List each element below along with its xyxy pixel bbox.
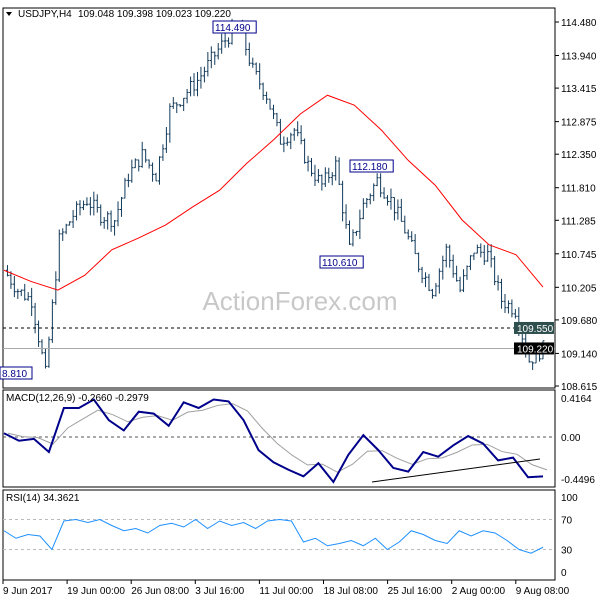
rsi-tick-label: 30 xyxy=(561,546,573,557)
level-label: 109.550 xyxy=(517,324,554,335)
current-price-box xyxy=(514,342,554,355)
price-tick-label: 111.810 xyxy=(561,184,596,195)
time-tick-label: 9 Aug 08:00 xyxy=(516,586,570,597)
ohlc-readout: 109.048 109.398 109.023 109.220 xyxy=(78,9,231,20)
price-annotation: 114.490 xyxy=(215,23,251,34)
price-tick-label: 114.480 xyxy=(561,18,597,29)
price-annotation-box xyxy=(0,366,33,380)
time-tick-label: 2 Aug 00:00 xyxy=(452,586,506,597)
time-tick-label: 26 Jun 08:00 xyxy=(131,586,189,597)
price-tick-label: 111.285 xyxy=(561,216,596,227)
rsi-label: RSI(14) 34.3621 xyxy=(6,493,80,504)
price-tick-label: 112.350 xyxy=(561,150,597,161)
rsi-tick-label: 70 xyxy=(561,516,573,527)
macd-tick-label: -0.4496 xyxy=(561,475,595,486)
macd-trendline xyxy=(371,458,541,483)
current-price-label: 109.220 xyxy=(517,344,554,355)
time-tick-label: 9 Jun 2017 xyxy=(3,586,53,597)
time-tick-label: 25 Jul 16:00 xyxy=(388,586,443,597)
rsi-line xyxy=(3,518,544,554)
watermark: ActionForex.com xyxy=(202,286,397,316)
macd-tick-label: 0.00 xyxy=(561,433,581,444)
price-tick-label: 113.940 xyxy=(561,52,597,63)
price-tick-label: 108.615 xyxy=(561,382,598,393)
price-tick-label: 109.140 xyxy=(561,349,598,360)
time-tick-label: 18 Jul 08:00 xyxy=(324,586,379,597)
symbol-label: USDJPY,H4 xyxy=(18,9,72,20)
collapse-triangle-icon[interactable] xyxy=(6,12,12,16)
macd-signal-line xyxy=(7,403,548,473)
price-annotation: 110.610 xyxy=(322,258,358,269)
macd-tick-label: 0.4164 xyxy=(561,394,592,405)
price-annotation-box xyxy=(319,255,364,269)
price-tick-label: 113.415 xyxy=(561,84,597,95)
price-annotation: 112.180 xyxy=(352,162,388,173)
price-tick-label: 110.745 xyxy=(561,250,597,261)
price-panel xyxy=(2,7,556,389)
price-tick-label: 112.875 xyxy=(561,118,597,129)
time-tick-label: 3 Jul 16:00 xyxy=(195,586,244,597)
macd-line xyxy=(3,398,544,484)
macd-panel xyxy=(2,389,556,488)
moving-average-line xyxy=(3,94,544,291)
rsi-tick-label: 100 xyxy=(561,493,578,504)
rsi-panel xyxy=(2,489,556,581)
price-tick-label: 110.205 xyxy=(561,283,597,294)
time-tick-label: 11 Jul 00:00 xyxy=(259,586,313,597)
price-annotation: 8.810 xyxy=(2,369,27,380)
level-label-box xyxy=(514,321,554,334)
time-tick-label: 19 Jun 00:00 xyxy=(67,586,125,597)
price-tick-label: 109.680 xyxy=(561,316,598,327)
rsi-tick-label: 0 xyxy=(561,568,567,579)
macd-label: MACD(12,26,9) -0.2660 -0.2979 xyxy=(6,393,149,404)
price-annotation-box xyxy=(349,159,394,173)
price-annotation-box xyxy=(212,20,257,34)
